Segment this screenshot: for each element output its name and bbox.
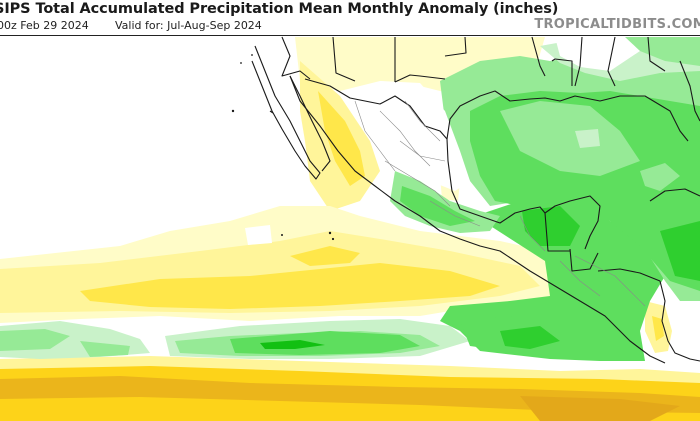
precipitation-anomaly-map: [0, 35, 700, 421]
state-borders: [354, 100, 646, 307]
dry-anomaly-shading: [0, 37, 700, 421]
islands: [231, 54, 335, 241]
valid-period: Valid for: Jul-Aug-Sep 2024: [115, 19, 262, 32]
political-borders: [251, 36, 700, 364]
brand-watermark: TROPICALTIDBITS.COM: [534, 17, 700, 32]
map-title: SIPS Total Accumulated Precipitation Mea…: [0, 1, 559, 17]
init-time: 00z Feb 29 2024: [0, 19, 89, 32]
wet-anomaly-shading: [0, 37, 700, 361]
chart-header: SIPS Total Accumulated Precipitation Mea…: [0, 0, 700, 35]
